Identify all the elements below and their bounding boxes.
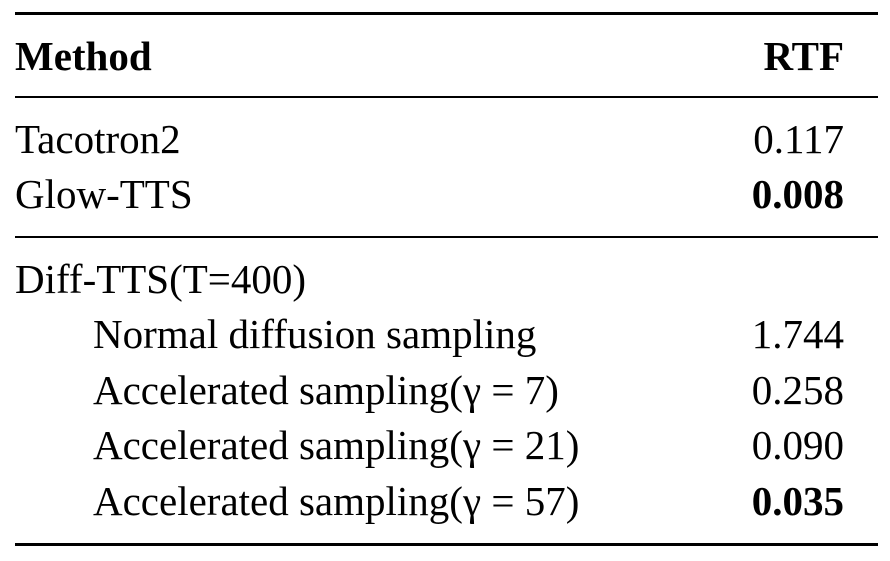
header-rtf: RTF xyxy=(763,33,844,79)
method-cell: Tacotron2 xyxy=(15,116,181,162)
rtf-cell: 0.117 xyxy=(753,116,844,162)
group-label: Diff-TTS(T=400) xyxy=(15,256,307,302)
method-cell: Accelerated sampling(γ = 7) xyxy=(93,367,559,413)
method-cell: Glow-TTS xyxy=(15,171,193,217)
rtf-cell: 0.008 xyxy=(751,171,844,217)
rtf-cell: 0.090 xyxy=(751,422,844,468)
rtf-cell: 0.258 xyxy=(751,367,844,413)
rtf-cell: 1.744 xyxy=(751,311,844,357)
group-rule xyxy=(15,236,878,238)
method-cell: Accelerated sampling(γ = 57) xyxy=(93,478,580,524)
method-cell: Normal diffusion sampling xyxy=(93,311,537,357)
rtf-cell: 0.035 xyxy=(751,478,844,524)
method-cell: Accelerated sampling(γ = 21) xyxy=(93,422,580,468)
header-method: Method xyxy=(15,33,152,79)
bottom-rule xyxy=(15,543,878,546)
header-rule xyxy=(15,96,878,98)
top-rule xyxy=(15,12,878,15)
